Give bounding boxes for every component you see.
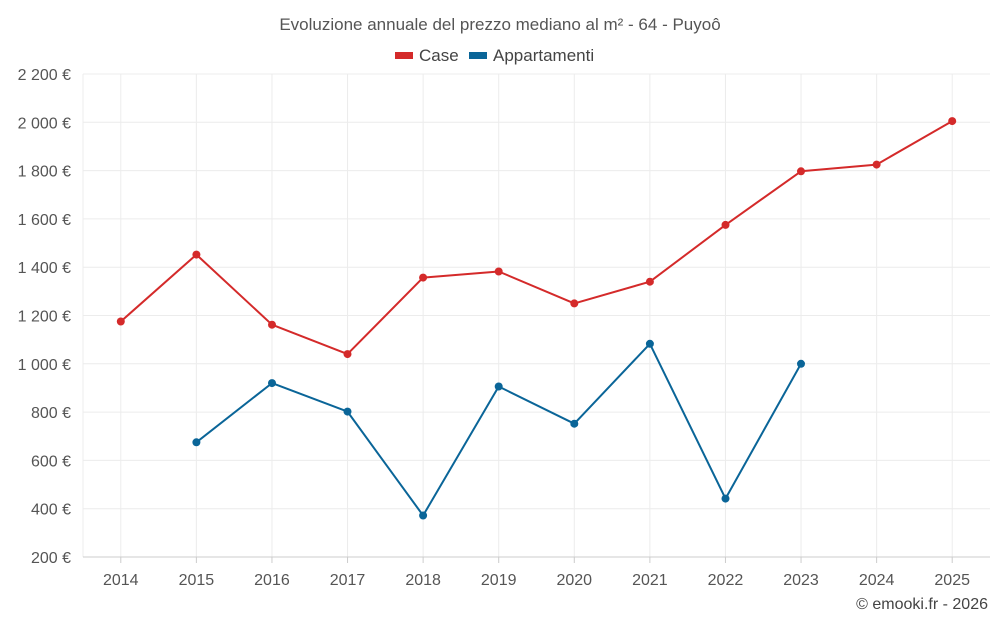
series-line-case [119, 120, 954, 356]
x-tick-label: 2019 [481, 572, 517, 589]
data-point-appartamenti-2021[interactable] [645, 339, 654, 348]
y-tick-label: 1 200 € [18, 309, 71, 326]
x-tick-label: 2017 [330, 572, 366, 589]
x-tick-label: 2020 [556, 572, 592, 589]
y-tick-label: 1 800 € [18, 164, 71, 181]
data-point-case-2016[interactable] [268, 320, 276, 329]
data-point-appartamenti-2023[interactable] [797, 359, 805, 368]
credit-text: © emooki.fr - 2026 [856, 596, 988, 613]
data-point-case-2019[interactable] [494, 267, 503, 276]
y-tick-label: 200 € [31, 550, 71, 567]
data-point-case-2020[interactable] [570, 299, 579, 308]
x-tick-label: 2023 [783, 572, 819, 589]
x-tick-label: 2025 [934, 572, 970, 589]
y-tick-label: 600 € [31, 453, 71, 470]
data-point-case-2022[interactable] [721, 220, 730, 229]
x-tick-label: 2024 [859, 572, 895, 589]
x-tick-label: 2016 [254, 572, 290, 589]
x-tick-label: 2015 [179, 572, 215, 589]
y-tick-label: 800 € [31, 405, 71, 422]
data-point-appartamenti-2018[interactable] [419, 511, 428, 520]
data-point-case-2018[interactable] [419, 273, 428, 282]
data-point-appartamenti-2019[interactable] [494, 382, 503, 391]
series [116, 117, 957, 520]
x-tick-label: 2014 [103, 572, 139, 589]
data-point-case-2023[interactable] [797, 167, 805, 176]
data-point-case-2024[interactable] [872, 160, 881, 169]
chart-title: Evoluzione annuale del prezzo mediano al… [279, 15, 720, 34]
legend: Case Appartamenti [395, 46, 594, 65]
data-point-case-2014[interactable] [116, 317, 125, 326]
series-appartamenti [192, 339, 805, 520]
y-tick-label: 1 400 € [18, 260, 71, 277]
x-tick-label: 2022 [708, 572, 744, 589]
legend-swatch-appartamenti [469, 52, 487, 59]
y-tick-label: 2 200 € [18, 67, 71, 84]
legend-label-case[interactable]: Case [419, 46, 459, 65]
data-point-appartamenti-2017[interactable] [343, 407, 352, 416]
data-point-case-2021[interactable] [645, 277, 654, 286]
data-point-appartamenti-2016[interactable] [268, 379, 276, 388]
legend-label-appartamenti[interactable]: Appartamenti [493, 46, 594, 65]
y-tick-label: 1 000 € [18, 357, 71, 374]
data-point-appartamenti-2022[interactable] [721, 494, 730, 503]
x-tick-label: 2018 [405, 572, 441, 589]
data-point-case-2017[interactable] [343, 350, 352, 359]
grid [83, 73, 990, 557]
data-point-appartamenti-2020[interactable] [570, 419, 579, 428]
data-point-case-2015[interactable] [192, 250, 201, 259]
y-tick-label: 400 € [31, 502, 71, 519]
x-tick-label: 2021 [632, 572, 668, 589]
series-case [116, 117, 957, 359]
legend-swatch-case [395, 52, 413, 59]
y-tick-label: 1 600 € [18, 212, 71, 229]
data-point-appartamenti-2015[interactable] [192, 438, 201, 447]
axes: 200 € 400 € 600 € 800 € 1 000 € 1 200 € 1 400 … [18, 67, 990, 589]
data-point-case-2025[interactable] [948, 117, 957, 126]
y-tick-label: 2 000 € [18, 115, 71, 132]
